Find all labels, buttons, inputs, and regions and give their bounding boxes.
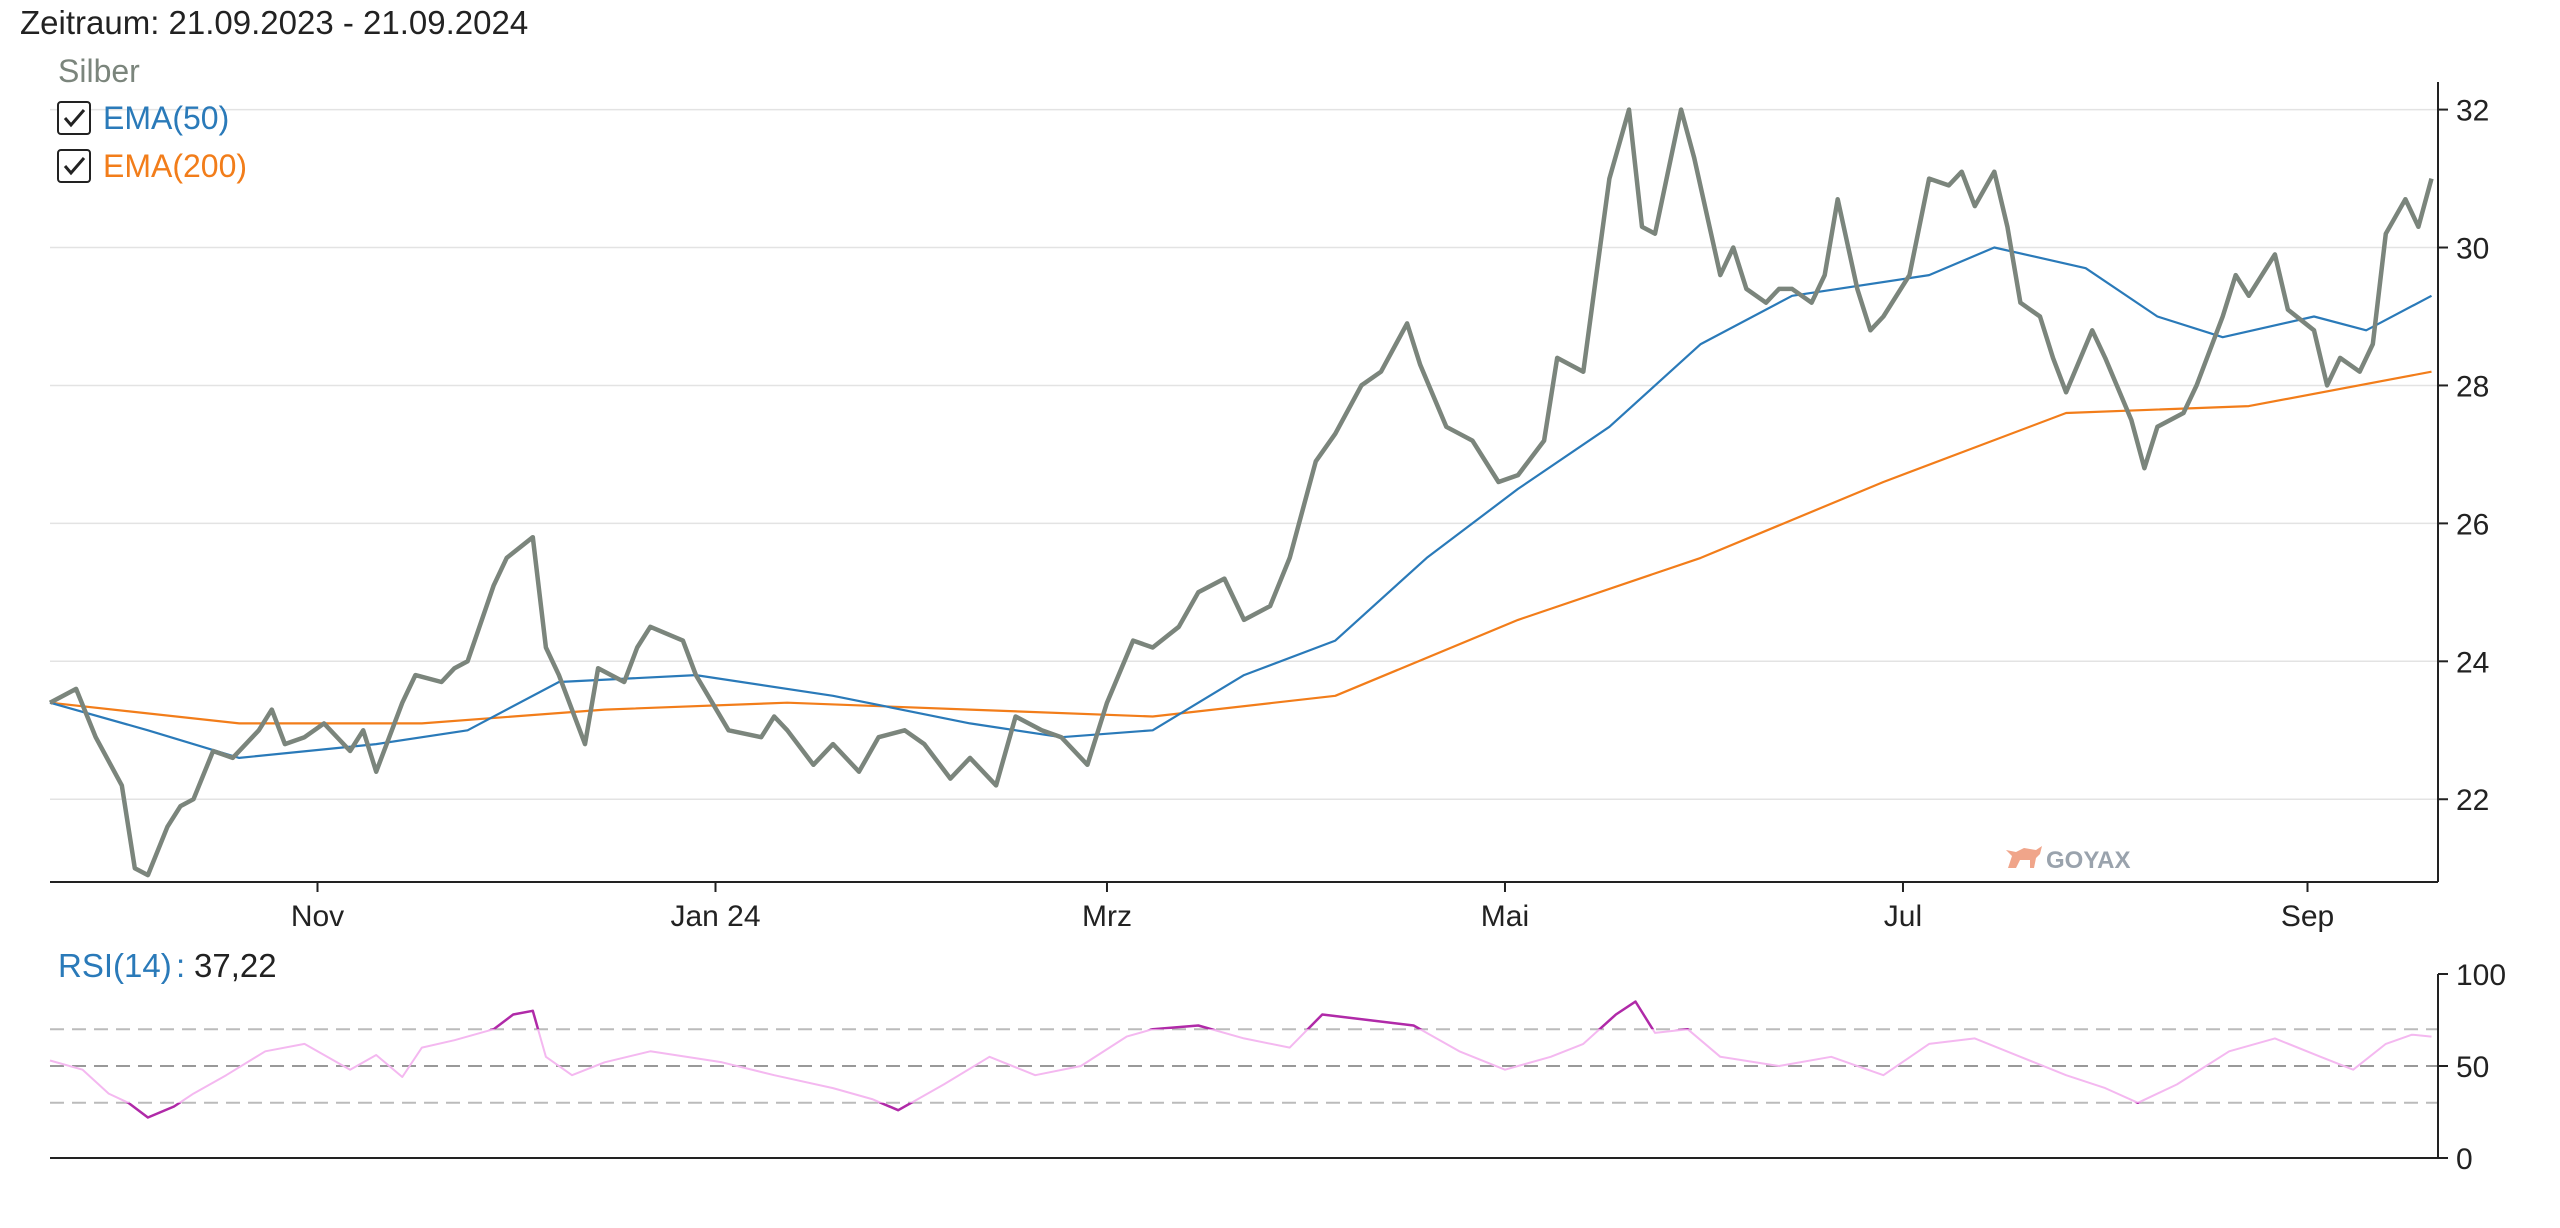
price-y-tick-label: 22 (2456, 784, 2489, 817)
series-line-silber (48, 107, 2434, 878)
price-x-tick-label: Mrz (1082, 900, 1132, 933)
rsi-y-tick-label: 100 (2456, 959, 2506, 992)
rsi-separator: : (176, 947, 185, 984)
watermark-text: GOYAX (2046, 847, 2130, 874)
check-icon (63, 157, 86, 176)
legend-ema200-label: EMA(200) (103, 148, 247, 184)
rsi-reference-lines (50, 1028, 2438, 1104)
legend-ema200-item[interactable]: EMA(200) (57, 148, 247, 184)
price-x-tick-label: Mai (1481, 900, 1529, 933)
rsi-label: RSI(14) (58, 947, 172, 984)
legend-ema200-checkbox[interactable] (57, 149, 91, 183)
page-title: Zeitraum: 21.09.2023 - 21.09.2024 (20, 4, 529, 41)
rsi-y-ticks: 0 50 100 (2438, 959, 2506, 1176)
rsi-extreme-line (50, 1000, 2432, 1119)
legend-ema50-item[interactable]: EMA(50) (57, 100, 229, 136)
rsi-y-tick-label: 0 (2456, 1143, 2473, 1176)
price-y-tick-label: 30 (2456, 233, 2489, 266)
legend-ema50-checkbox[interactable] (57, 101, 91, 135)
legend: Silber EMA(50) EMA(200) (57, 53, 247, 184)
price-y-tick-label: 26 (2456, 508, 2489, 541)
goyax-watermark: GOYAX (2006, 846, 2130, 874)
price-x-tick-label: Nov (291, 900, 344, 933)
legend-ema50-label: EMA(50) (103, 100, 229, 136)
price-x-tick-label: Jan 24 (670, 900, 760, 933)
series-line-ema-200 (49, 370, 2432, 725)
rsi-series (49, 1000, 2432, 1119)
price-y-tick-label: 28 (2456, 370, 2489, 403)
price-y-tick-label: 24 (2456, 646, 2489, 679)
price-grid (50, 108, 2438, 800)
rsi-y-tick-label: 50 (2456, 1051, 2489, 1084)
legend-silber-label: Silber (58, 53, 140, 89)
price-x-ticks: Nov Jan 24 Mrz Mai Jul Sep (291, 882, 2334, 933)
check-icon (63, 109, 86, 128)
series-line-ema-50 (49, 246, 2433, 759)
rsi-line (49, 1000, 2432, 1119)
price-x-tick-label: Jul (1884, 900, 1922, 933)
price-series (48, 107, 2434, 878)
price-y-ticks: 22 24 26 28 30 32 (2438, 95, 2489, 817)
rsi-value: 37,22 (194, 947, 277, 984)
bull-icon (2006, 846, 2042, 868)
price-y-tick-label: 32 (2456, 95, 2489, 128)
price-x-tick-label: Sep (2281, 900, 2334, 933)
